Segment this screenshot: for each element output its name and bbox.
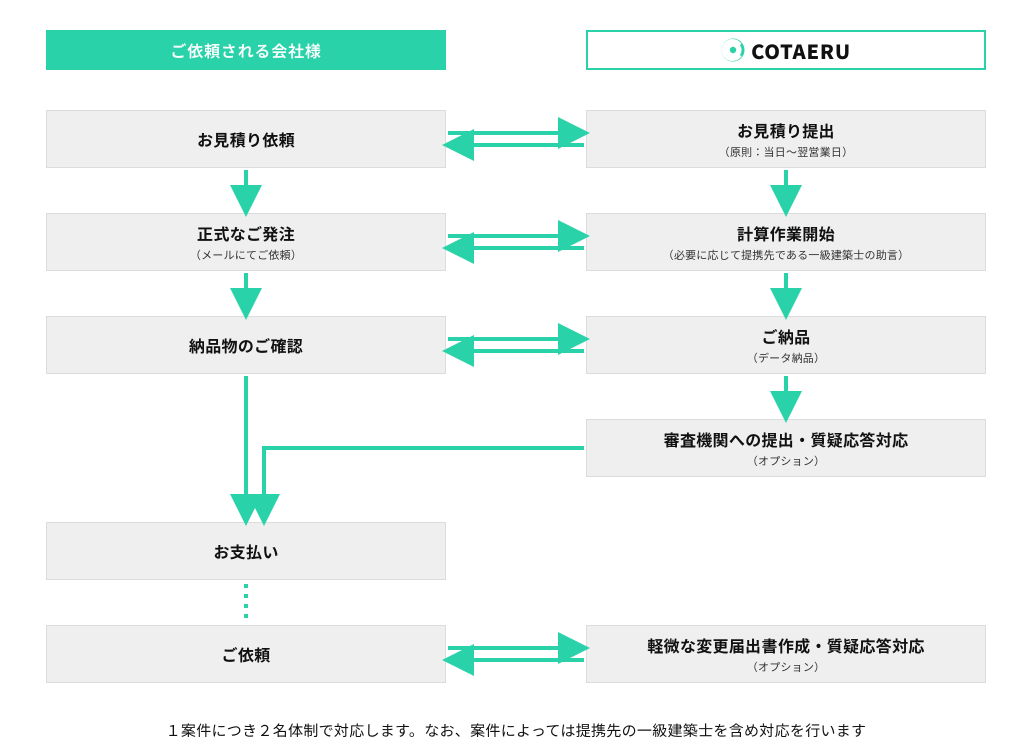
right-box-review-submit: 審査機関への提出・質疑応答対応 （オプション） bbox=[586, 419, 986, 477]
right-box-delivery: ご納品 （データ納品） bbox=[586, 316, 986, 374]
brand-name: COTAERU bbox=[751, 36, 851, 65]
box-subtitle: （オプション） bbox=[747, 453, 826, 469]
header-client-label: ご依頼される会社様 bbox=[170, 38, 321, 62]
box-subtitle: （必要に応じて提携先である一級建築士の助言） bbox=[663, 247, 910, 263]
header-brand: COTAERU bbox=[586, 30, 986, 70]
left-box-delivery-confirm: 納品物のご確認 bbox=[46, 316, 446, 374]
box-title: ご納品 bbox=[762, 324, 811, 348]
right-box-estimate-submit: お見積り提出 （原則：当日～翌営業日） bbox=[586, 110, 986, 168]
left-box-estimate-request: お見積り依頼 bbox=[46, 110, 446, 168]
left-box-official-order: 正式なご発注 （メールにてご依頼） bbox=[46, 213, 446, 271]
box-subtitle: （オプション） bbox=[747, 659, 826, 675]
brand-logo-icon bbox=[721, 38, 745, 62]
box-title: 納品物のご確認 bbox=[189, 333, 303, 357]
box-title: お見積り依頼 bbox=[197, 127, 295, 151]
right-box-calc-start: 計算作業開始 （必要に応じて提携先である一級建築士の助言） bbox=[586, 213, 986, 271]
box-title: 軽微な変更届出書作成・質疑応答対応 bbox=[647, 633, 924, 657]
box-title: 計算作業開始 bbox=[737, 221, 835, 245]
box-subtitle: （データ納品） bbox=[747, 350, 826, 366]
header-row: ご依頼される会社様 COTAERU bbox=[46, 30, 986, 70]
box-subtitle: （メールにてご依頼） bbox=[190, 247, 302, 263]
box-title: お支払い bbox=[213, 539, 278, 563]
left-box-request: ご依頼 bbox=[46, 625, 446, 683]
box-title: ご依頼 bbox=[222, 642, 271, 666]
left-box-payment: お支払い bbox=[46, 522, 446, 580]
header-client: ご依頼される会社様 bbox=[46, 30, 446, 70]
footer-note: １案件につき２名体制で対応します。なお、案件によっては提携先の一級建築士を含め対… bbox=[0, 720, 1032, 741]
footer-note-text: １案件につき２名体制で対応します。なお、案件によっては提携先の一級建築士を含め対… bbox=[166, 720, 867, 741]
box-title: 審査機関への提出・質疑応答対応 bbox=[664, 427, 909, 451]
right-box-minor-change: 軽微な変更届出書作成・質疑応答対応 （オプション） bbox=[586, 625, 986, 683]
box-subtitle: （原則：当日～翌営業日） bbox=[719, 144, 854, 160]
box-title: 正式なご発注 bbox=[197, 221, 295, 245]
box-title: お見積り提出 bbox=[737, 118, 835, 142]
